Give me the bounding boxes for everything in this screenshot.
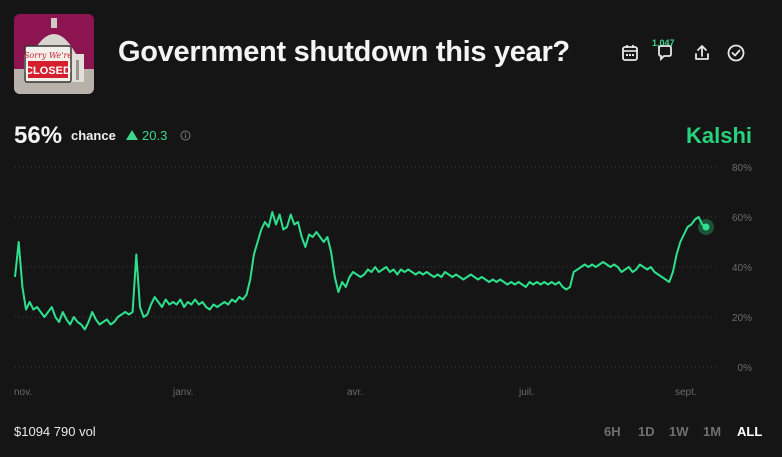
capitol-closed-image: Sorry We're CLOSED <box>14 14 94 94</box>
thumbnail-sorry-text: Sorry We're <box>24 51 72 60</box>
x-tick-label: avr. <box>347 387 363 398</box>
range-1m-button[interactable]: 1M <box>703 424 722 439</box>
x-tick-label: juil. <box>518 387 534 398</box>
comment-count: 1,047 <box>652 38 675 48</box>
probability-value: 56% <box>14 122 63 149</box>
y-tick-label: 80% <box>732 163 752 174</box>
x-tick-label: nov. <box>14 387 32 398</box>
market-thumbnail: Sorry We're CLOSED <box>14 14 94 94</box>
chance-label: chance <box>71 128 116 143</box>
current-point <box>702 223 710 231</box>
market-title: Government shutdown this year? <box>118 36 570 68</box>
calendar-icon[interactable] <box>620 43 640 63</box>
series-line <box>14 211 707 331</box>
y-tick-label: 40% <box>732 263 752 274</box>
volume-label: $1094 790 vol <box>14 424 96 439</box>
share-icon[interactable] <box>692 43 712 63</box>
source-brand[interactable]: Kalshi <box>685 123 752 148</box>
delta-up-icon <box>126 130 138 140</box>
x-tick-label: sept. <box>675 387 697 398</box>
price-history-chart: 0% 20% 40% 60% 80% nov. janv. avr. juil. sept. <box>14 163 753 398</box>
range-all-button[interactable]: ALL <box>737 424 763 439</box>
range-1w-button[interactable]: 1W <box>669 424 689 439</box>
thumbnail-closed-text: CLOSED <box>25 65 71 77</box>
x-tick-label: janv. <box>172 387 193 398</box>
range-1d-button[interactable]: 1D <box>638 424 655 439</box>
comment-icon[interactable] <box>655 43 675 63</box>
y-tick-label: 60% <box>732 213 752 224</box>
y-tick-label: 0% <box>738 363 753 374</box>
check-circle-icon[interactable] <box>726 43 746 63</box>
y-tick-label: 20% <box>732 313 752 324</box>
probability-delta: 20.3 <box>142 128 168 143</box>
range-6h-button[interactable]: 6H <box>604 424 621 439</box>
info-icon[interactable] <box>180 130 191 141</box>
